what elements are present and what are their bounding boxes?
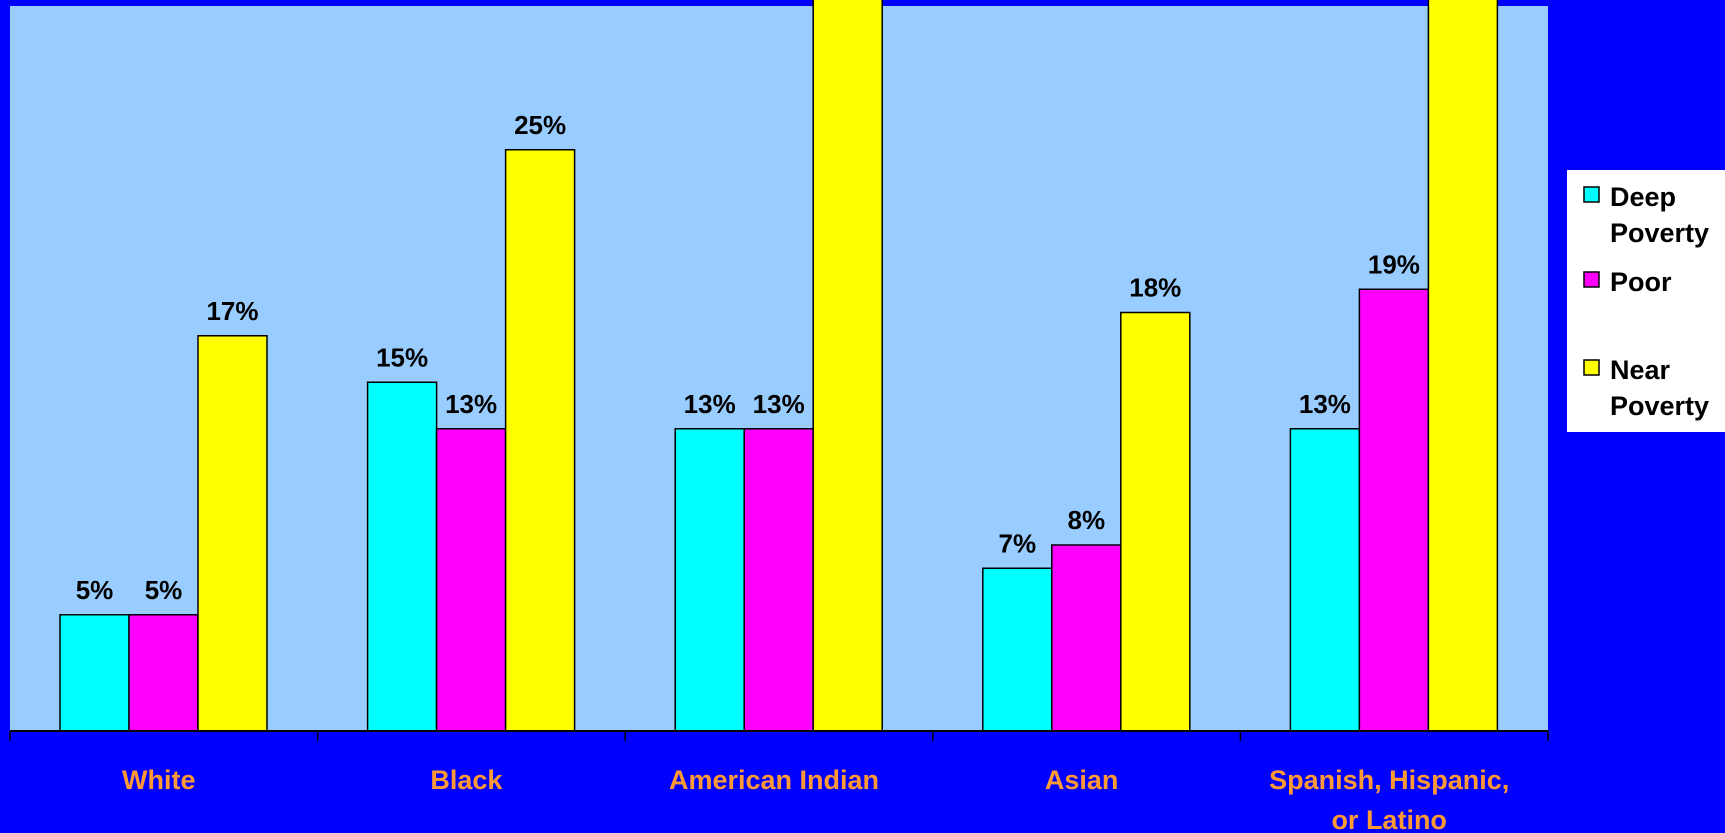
bars-group [59, 0, 1499, 732]
category-labels-group: White Black American Indian Asian Spanish, H… [122, 765, 1509, 833]
bar-black-poor [435, 428, 507, 732]
category-label-american-indian: American Indian [669, 765, 879, 795]
value-label-white-deep-poverty: 5% [76, 575, 114, 605]
legend-label-near-poverty: Near Poverty [1610, 355, 1709, 421]
value-label-american-indian-deep-poverty: 13% [684, 389, 736, 419]
bar-white-deep-poverty [59, 614, 130, 732]
value-label-white-near-poverty: 17% [206, 296, 258, 326]
bar-asian-deep-poverty [982, 567, 1053, 732]
value-label-asian-near-poverty: 18% [1129, 273, 1181, 303]
value-label-black-poor: 13% [445, 389, 497, 419]
legend: Deep Poverty Poor Near Poverty [1567, 170, 1725, 432]
value-label-spanish-hispanic-or-latino-deep-poverty: 13% [1299, 389, 1351, 419]
bar-asian-poor [1051, 544, 1122, 732]
bar-american-indian-deep-poverty [674, 428, 745, 732]
value-label-white-poor: 5% [145, 575, 183, 605]
value-label-asian-poor: 8% [1068, 505, 1106, 535]
bar-american-indian-near-poverty [812, 0, 883, 732]
category-label-asian: Asian [1045, 765, 1119, 795]
value-label-spanish-hispanic-or-latino-poor: 19% [1368, 249, 1420, 279]
legend-swatch-poor [1583, 271, 1600, 288]
bar-black-deep-poverty [366, 381, 438, 732]
category-label-white: White [122, 765, 196, 795]
category-label-spanish-hispanic-or-latino: Spanish, Hispanic, or Latino [1269, 765, 1509, 833]
x-axis-ticks [9, 731, 1549, 741]
legend-label-deep-poverty: Deep Poverty [1610, 182, 1709, 248]
bar-spanish-hispanic-or-latino-poor [1358, 288, 1430, 732]
legend-swatch-deep-poverty [1583, 186, 1600, 203]
bar-spanish-hispanic-or-latino-deep-poverty [1289, 428, 1361, 732]
bar-american-indian-poor [743, 428, 814, 732]
bar-black-near-poverty [504, 149, 576, 732]
value-label-black-deep-poverty: 15% [376, 342, 428, 372]
bar-white-poor [128, 614, 199, 732]
bar-asian-near-poverty [1120, 311, 1191, 732]
value-label-asian-deep-poverty: 7% [999, 528, 1037, 558]
legend-label-poor: Poor [1610, 267, 1672, 297]
bar-white-near-poverty [197, 335, 268, 732]
bar-spanish-hispanic-or-latino-near-poverty [1427, 0, 1499, 732]
legend-swatch-near-poverty [1583, 359, 1600, 376]
legend-box [1567, 170, 1725, 432]
value-label-american-indian-poor: 13% [753, 389, 805, 419]
value-label-black-near-poverty: 25% [514, 110, 566, 140]
value-labels-group: 5%5%17%15%13%25%13%13%32%7%8%18%13%19%32… [76, 110, 1420, 605]
category-label-black: Black [430, 765, 503, 795]
